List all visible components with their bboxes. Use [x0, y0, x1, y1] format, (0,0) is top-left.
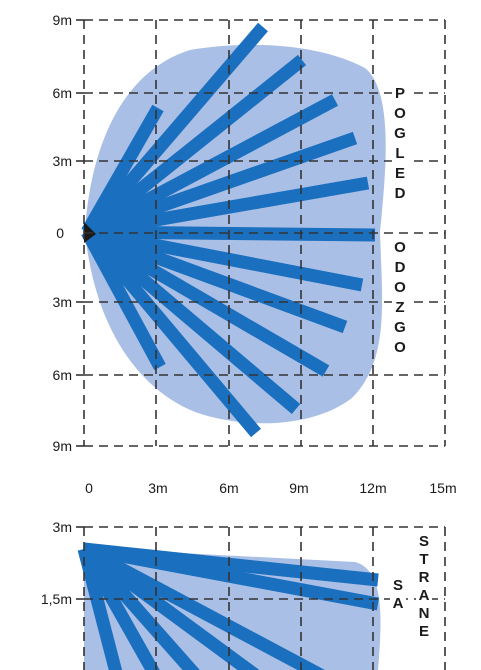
x-tick-label: 12m — [359, 480, 386, 496]
caption-letter: P — [395, 85, 405, 102]
beam — [84, 225, 348, 334]
caption-letter: E — [419, 623, 429, 640]
beam — [81, 228, 166, 371]
top-view-y-axis-labels: 9m 6m 3m 0 3m 6m 9m — [53, 12, 72, 454]
x-tick-label: 3m — [148, 480, 167, 496]
caption-letter: A — [419, 587, 430, 604]
side-view-grid — [83, 526, 446, 670]
caption-letter: N — [419, 605, 430, 622]
caption-letter: L — [395, 145, 404, 162]
beam — [82, 22, 268, 237]
y-tick-label: 0 — [56, 225, 64, 241]
y-tick-label: 9m — [53, 438, 72, 454]
caption-letter: D — [395, 259, 406, 276]
beam — [84, 131, 358, 239]
beam — [85, 176, 370, 239]
caption-letter: S — [419, 533, 429, 550]
x-tick-label: 9m — [289, 480, 308, 496]
beam — [85, 225, 364, 292]
beam — [82, 542, 380, 611]
y-tick-label: 6m — [53, 367, 72, 383]
beam — [80, 543, 326, 670]
side-view-y-axis-labels: 3m 1,5m — [41, 519, 72, 607]
caption-letter: O — [394, 339, 406, 356]
caption-letter: A — [393, 595, 404, 612]
y-tick-label: 3m — [53, 519, 72, 535]
top-view: 9m 6m 3m 0 3m 6m 9m 0 3m 6m 9m 12m 15m P… — [53, 12, 457, 496]
beam — [80, 543, 260, 670]
y-tick-label: 3m — [53, 294, 72, 310]
top-view-y-ticks — [76, 19, 84, 447]
side-view-beams — [77, 542, 380, 670]
top-view-grid — [83, 19, 446, 447]
caption-letter: O — [394, 239, 406, 256]
side-view-y-ticks — [76, 526, 84, 600]
caption-letter: R — [419, 569, 430, 586]
x-tick-label: 6m — [219, 480, 238, 496]
caption-letter: T — [419, 551, 428, 568]
caption-letter: G — [394, 125, 406, 142]
caption-letter: S — [393, 577, 403, 594]
caption-letter: Z — [395, 299, 404, 316]
beam — [83, 94, 339, 238]
y-tick-label: 6m — [53, 85, 72, 101]
caption-letter: O — [394, 279, 406, 296]
caption-letter: E — [395, 165, 405, 182]
caption-letter: D — [395, 185, 406, 202]
beam — [82, 54, 307, 238]
y-tick-label: 1,5m — [41, 591, 72, 607]
beam — [77, 547, 123, 670]
caption-letter: G — [394, 319, 406, 336]
x-tick-label: 0 — [85, 480, 93, 496]
side-view-vertical-caption-1: SA — [393, 577, 404, 612]
caption-letter: O — [394, 105, 406, 122]
x-tick-label: 15m — [429, 480, 456, 496]
beam — [82, 227, 301, 414]
top-view-x-axis-labels: 0 3m 6m 9m 12m 15m — [85, 480, 457, 496]
beam — [82, 227, 261, 438]
y-tick-label: 9m — [53, 12, 72, 28]
y-tick-label: 3m — [53, 153, 72, 169]
